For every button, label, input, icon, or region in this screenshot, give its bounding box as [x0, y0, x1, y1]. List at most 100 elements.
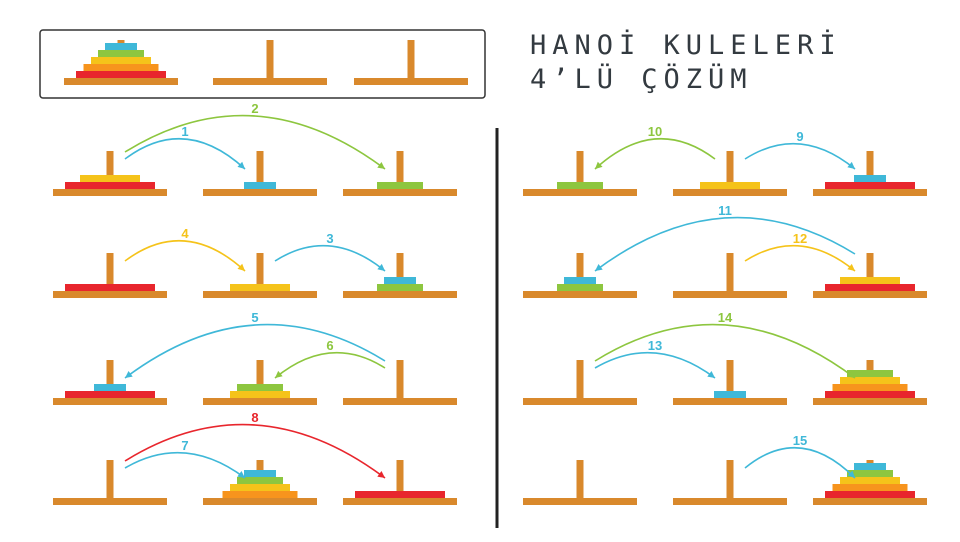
step-7-peg-2 — [673, 360, 787, 405]
move-arrow — [124, 137, 246, 170]
step-6-peg-3 — [813, 253, 927, 298]
disc-red — [825, 391, 915, 398]
move-arrow — [744, 447, 856, 479]
disc-yellow — [230, 284, 290, 291]
move-arrow — [124, 451, 246, 479]
step-5: 10 9 — [523, 124, 927, 196]
peg — [256, 253, 264, 291]
disc-green — [847, 370, 893, 377]
move-arrow — [274, 351, 386, 379]
arrow-head — [125, 371, 133, 378]
arrow-head — [237, 263, 245, 271]
step-7-peg-1 — [523, 360, 637, 405]
peg-base — [203, 189, 317, 196]
disc-blue — [94, 384, 126, 391]
disc-red — [825, 284, 915, 291]
arrow-head — [377, 263, 385, 271]
arrow-head — [595, 264, 603, 271]
move-5: 5 — [124, 310, 386, 379]
move-arrow — [594, 351, 716, 379]
step-5-peg-2 — [673, 151, 787, 196]
disc-blue — [384, 277, 416, 284]
initial-peg-1 — [64, 40, 178, 85]
peg-base — [813, 291, 927, 298]
disc-blue — [564, 277, 596, 284]
move-4: 4 — [124, 226, 246, 272]
step-3-peg-1 — [53, 360, 167, 405]
step-1-peg-2 — [203, 151, 317, 196]
disc-red — [355, 491, 445, 498]
disc-yellow — [80, 175, 140, 182]
step-8-peg-2 — [673, 460, 787, 505]
peg — [106, 253, 114, 291]
disc-yellow — [840, 477, 900, 484]
move-14: 14 — [594, 310, 856, 379]
peg-base — [813, 498, 927, 505]
peg-base — [523, 498, 637, 505]
peg-base — [673, 189, 787, 196]
peg — [106, 360, 114, 398]
initial-peg-3 — [354, 40, 468, 85]
step-6-peg-2 — [673, 253, 787, 298]
move-number: 10 — [648, 124, 662, 139]
peg — [256, 360, 264, 398]
step-5-peg-1 — [523, 151, 637, 196]
arrow-head — [707, 371, 715, 378]
move-12: 12 — [744, 231, 856, 272]
peg-base — [673, 291, 787, 298]
move-13: 13 — [594, 338, 716, 379]
step-2-peg-2 — [203, 253, 317, 298]
move-arrow — [124, 323, 386, 379]
title-line-1: HANOİ KULELERİ — [530, 30, 842, 61]
peg-base — [203, 498, 317, 505]
move-2: 2 — [124, 101, 386, 170]
peg — [396, 360, 404, 398]
disc-green — [377, 182, 423, 189]
disc-red — [65, 284, 155, 291]
disc-green — [377, 284, 423, 291]
arrow-head — [275, 370, 283, 378]
move-number: 4 — [181, 226, 189, 241]
disc-red — [76, 71, 166, 78]
arrow-head — [847, 470, 855, 478]
peg-base — [64, 78, 178, 85]
move-arrow — [274, 244, 386, 272]
arrow-head — [377, 162, 385, 169]
disc-blue — [105, 43, 137, 50]
disc-red — [65, 182, 155, 189]
disc-green — [98, 50, 144, 57]
move-number: 3 — [326, 231, 333, 246]
step-8-peg-1 — [523, 460, 637, 505]
step-4-peg-3 — [343, 460, 457, 505]
move-3: 3 — [274, 231, 386, 272]
move-8: 8 — [124, 410, 386, 479]
move-1: 1 — [124, 124, 246, 170]
disc-red — [825, 491, 915, 498]
arrow-head — [237, 471, 245, 478]
peg — [396, 253, 404, 291]
step-5-peg-3 — [813, 151, 927, 196]
peg-base — [203, 291, 317, 298]
peg — [106, 151, 114, 189]
peg-base — [813, 398, 927, 405]
peg-base — [203, 398, 317, 405]
peg — [256, 151, 264, 189]
peg — [866, 151, 874, 189]
disc-orange — [222, 491, 298, 498]
step-3-peg-2 — [203, 360, 317, 405]
peg-base — [343, 189, 457, 196]
step-8: 15 — [523, 433, 927, 505]
peg — [576, 360, 584, 398]
disc-yellow — [840, 377, 900, 384]
peg-base — [354, 78, 468, 85]
move-number: 1 — [181, 124, 188, 139]
peg — [726, 460, 734, 498]
disc-blue — [244, 470, 276, 477]
move-number: 6 — [326, 338, 333, 353]
move-number: 2 — [251, 101, 258, 116]
peg-base — [343, 498, 457, 505]
arrow-head — [237, 161, 245, 169]
